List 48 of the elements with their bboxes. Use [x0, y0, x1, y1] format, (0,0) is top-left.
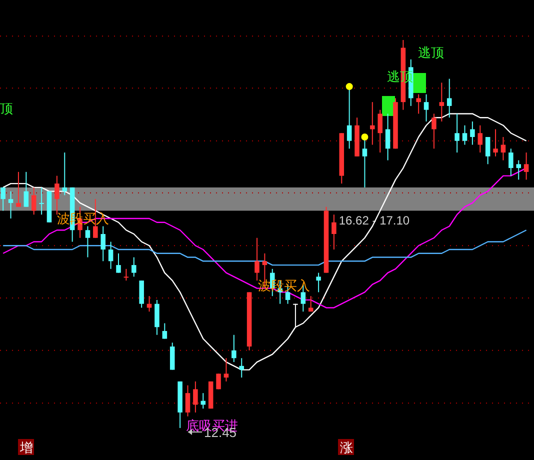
candlestick	[485, 136, 490, 165]
candlestick	[170, 342, 175, 370]
candlestick	[446, 78, 452, 118]
candlestick	[39, 186, 44, 216]
candlestick	[224, 358, 229, 382]
candlestick	[24, 171, 29, 208]
candlestick	[193, 380, 198, 413]
candlestick	[516, 160, 521, 180]
candlestick	[432, 113, 436, 150]
candlestick	[100, 226, 106, 262]
candlestick	[416, 94, 421, 114]
candlestick	[424, 94, 429, 122]
candlestick	[454, 113, 460, 154]
candlestick	[124, 268, 129, 282]
candlestick	[470, 120, 475, 146]
candlestick	[185, 384, 190, 417]
candlestick	[139, 280, 144, 308]
candlestick	[478, 124, 483, 154]
candlestick	[378, 109, 382, 154]
candlestick	[162, 322, 168, 340]
candlestick	[385, 113, 390, 161]
candlestick	[154, 299, 160, 336]
candlestick	[116, 252, 121, 274]
candlestick	[239, 358, 244, 378]
candlestick	[332, 214, 336, 250]
candlestick	[316, 272, 321, 293]
candlestick	[254, 237, 260, 282]
candlestick	[132, 256, 136, 278]
candlestick	[85, 226, 90, 258]
annotation: 逃顶	[418, 45, 444, 60]
annotation: 顶	[0, 101, 13, 116]
candlestick	[370, 102, 375, 146]
candlestick	[500, 136, 506, 161]
candlestick	[524, 152, 529, 180]
candlestick	[293, 303, 298, 328]
candlestick	[308, 296, 314, 312]
candlestick	[108, 241, 114, 270]
candlestick	[62, 152, 68, 196]
candlestick	[462, 124, 468, 146]
candlestick	[0, 186, 6, 212]
candlestick	[493, 128, 498, 157]
candlestick	[439, 82, 444, 122]
candlestick	[16, 171, 21, 208]
candlestick	[232, 334, 236, 363]
annotation: 逃顶	[387, 69, 413, 84]
candlestick	[508, 148, 514, 176]
candlestick	[31, 186, 36, 216]
candlestick	[8, 190, 14, 219]
